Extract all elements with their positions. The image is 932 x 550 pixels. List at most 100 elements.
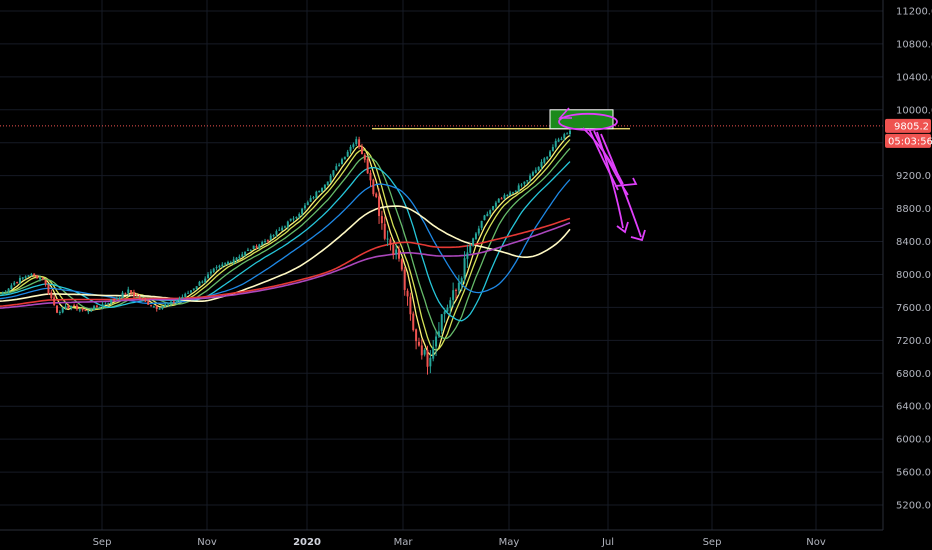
candle-body: [483, 215, 486, 221]
candle-body: [529, 175, 532, 180]
candle-body: [16, 282, 19, 284]
candle-body: [207, 274, 210, 279]
candle-body: [400, 259, 403, 270]
price-tick-label: 10000.0: [896, 105, 932, 116]
drawn-arrow-path[interactable]: [600, 133, 642, 238]
candle-body: [244, 251, 247, 255]
candle-body: [326, 181, 329, 186]
candle-body: [281, 227, 284, 231]
candle-body: [315, 191, 318, 198]
candle-body: [341, 159, 343, 164]
candle-body: [232, 259, 235, 264]
drawn-arrow-path[interactable]: [596, 131, 624, 229]
candle-body: [284, 226, 286, 228]
candle-body: [164, 304, 167, 307]
time-tick-label: Nov: [806, 537, 826, 548]
candle-body: [27, 275, 30, 277]
candle-body: [563, 134, 566, 139]
candle-body: [335, 166, 338, 170]
candle-body: [167, 303, 170, 305]
candle-body: [53, 297, 56, 305]
candle-body: [189, 290, 192, 293]
candle-body: [47, 284, 50, 294]
moving-average-line: [0, 217, 571, 307]
candle-body: [158, 308, 161, 310]
candle-body: [509, 192, 512, 196]
candle-body: [141, 298, 144, 300]
candle-body: [406, 290, 409, 297]
candle-body: [41, 278, 44, 280]
candle-body: [492, 206, 495, 210]
price-tick-label: 7600.0: [896, 303, 931, 314]
price-tick-label: 8400.0: [896, 237, 931, 248]
candle-body: [469, 245, 472, 253]
candle-body: [107, 303, 110, 305]
price-tick-label: 9200.0: [896, 171, 931, 182]
countdown-value: 05:03:56: [888, 136, 932, 147]
candle-body: [246, 249, 249, 251]
last-price-badge: [885, 118, 931, 133]
candle-body: [224, 263, 227, 265]
candle-body: [152, 306, 155, 308]
price-tick-label: 11200.0: [896, 7, 932, 18]
drawn-arrowhead[interactable]: [630, 229, 646, 242]
candle-body: [67, 305, 70, 309]
candle-body: [452, 290, 455, 300]
candle-body: [18, 278, 21, 283]
candle-body: [512, 192, 514, 194]
candle-body: [138, 296, 141, 300]
candle-body: [78, 309, 81, 311]
candle-body: [7, 288, 10, 292]
candle-body: [426, 349, 429, 367]
candle-body: [503, 195, 506, 199]
candle-body: [338, 164, 341, 167]
drawn-arrow-path[interactable]: [593, 130, 629, 196]
candle-body: [466, 252, 469, 259]
candle-body: [215, 267, 218, 269]
candle-body: [360, 146, 363, 155]
candle-body: [352, 144, 355, 148]
candle-body: [286, 221, 289, 227]
candle-body: [543, 158, 546, 163]
candle-body: [101, 304, 104, 307]
candle-body: [201, 281, 204, 283]
candle-body: [437, 331, 440, 337]
candle-body: [303, 205, 306, 209]
candle-body: [84, 309, 87, 311]
candle-body: [50, 292, 53, 299]
time-axis[interactable]: Sep Nov 2020 Mar May Jul Sep Nov: [93, 537, 826, 548]
candle-body: [343, 156, 346, 160]
candle-body: [95, 305, 98, 308]
candle-body: [255, 246, 258, 248]
candle-body: [238, 256, 241, 259]
candle-body: [212, 268, 215, 272]
circled-area[interactable]: [558, 112, 618, 131]
candle-body: [229, 262, 232, 264]
drawn-arrow-up[interactable]: [558, 107, 572, 119]
drawn-arrowhead[interactable]: [616, 221, 629, 234]
price-tick-label: 6000.0: [896, 435, 931, 446]
candle-body: [13, 282, 16, 285]
user-drawings[interactable]: [549, 107, 646, 242]
candle-body: [175, 300, 178, 303]
candle-body: [363, 154, 366, 160]
time-tick-label: Mar: [394, 537, 414, 548]
candle-body: [378, 196, 381, 217]
candle-body: [446, 307, 449, 312]
candle-body: [329, 175, 332, 183]
candle-body: [383, 223, 386, 239]
candle-body: [551, 146, 554, 152]
candle-body: [73, 305, 76, 307]
candle-body: [380, 216, 383, 224]
candle-body: [474, 233, 477, 239]
candle-body: [395, 249, 398, 255]
candle-body: [36, 275, 39, 279]
price-axis[interactable]: 11200.010800.010400.010000.09600.09200.0…: [896, 7, 932, 512]
time-tick-label: Nov: [197, 537, 217, 548]
drawn-arrow-path[interactable]: [588, 128, 619, 191]
candle-body: [118, 297, 121, 299]
candle-body: [457, 282, 460, 291]
candle-body: [75, 305, 78, 310]
candle-body: [58, 312, 61, 314]
